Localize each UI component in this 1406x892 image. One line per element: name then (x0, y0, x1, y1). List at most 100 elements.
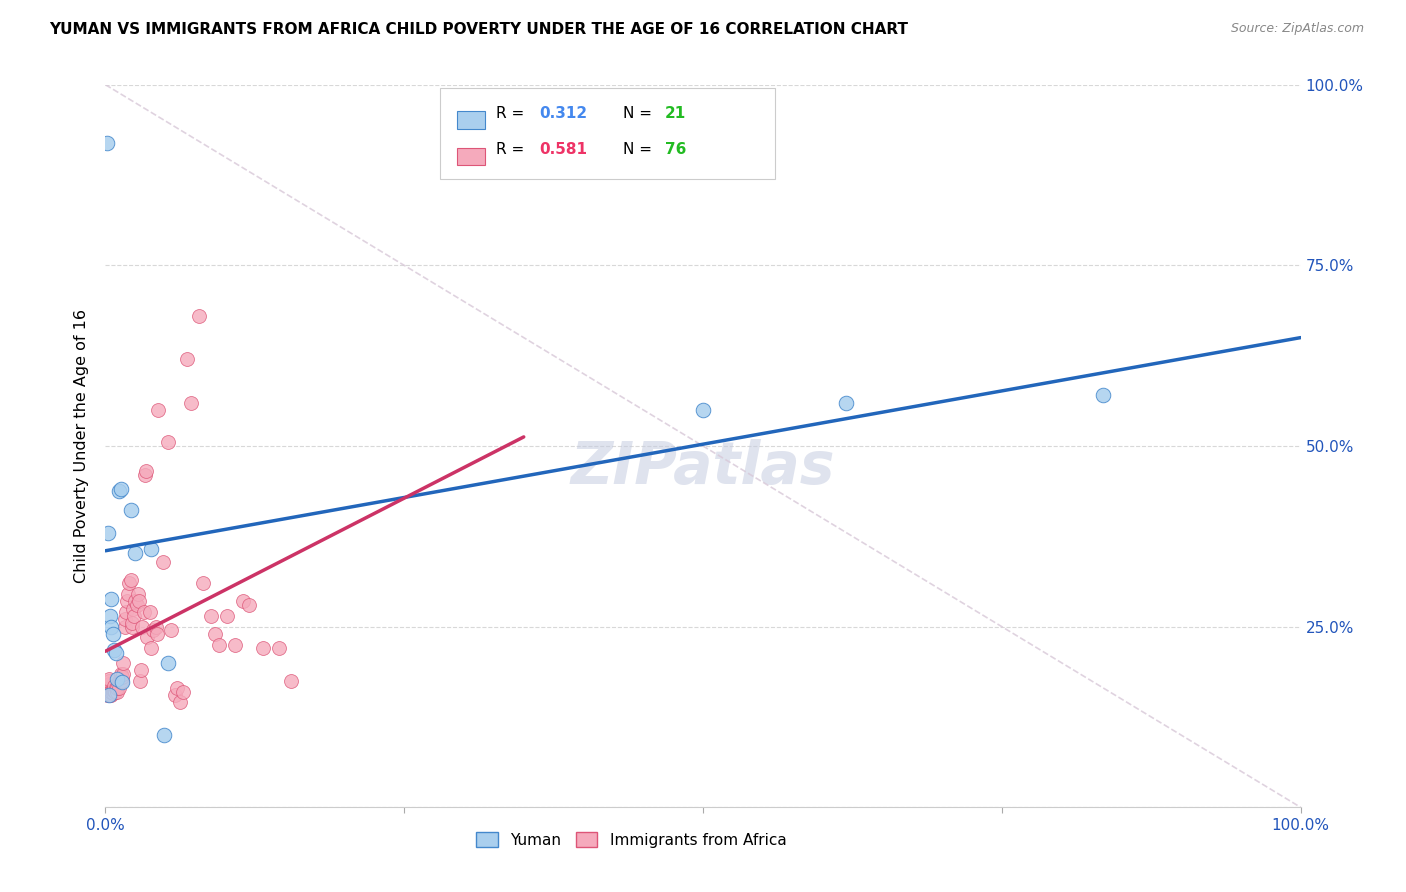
Point (138, 605, 160, 619)
Point (98, 677, 121, 691)
Text: N =: N = (623, 106, 657, 121)
Point (267, 641, 290, 656)
Point (187, 309, 209, 323)
Point (131, 619, 153, 633)
Text: 0.581: 0.581 (540, 142, 588, 157)
Point (146, 627, 169, 641)
Y-axis label: Child Poverty Under the Age of 16: Child Poverty Under the Age of 16 (75, 309, 90, 583)
Text: YUMAN VS IMMIGRANTS FROM AFRICA CHILD POVERTY UNDER THE AGE OF 16 CORRELATION CH: YUMAN VS IMMIGRANTS FROM AFRICA CHILD PO… (49, 22, 908, 37)
Point (108, 673, 131, 688)
Point (98, 673, 121, 688)
Point (238, 598, 260, 612)
Point (121, 619, 143, 633)
Point (129, 673, 152, 688)
Point (100, 619, 122, 633)
Point (200, 608, 222, 623)
Point (103, 642, 125, 657)
Point (98, 688, 121, 702)
Point (107, 483, 129, 498)
Point (107, 684, 129, 698)
Point (217, 608, 239, 623)
Point (134, 467, 156, 482)
Point (101, 683, 124, 698)
Legend: Yuman, Immigrants from Africa: Yuman, Immigrants from Africa (470, 826, 793, 854)
Point (105, 646, 128, 660)
Point (232, 594, 254, 608)
Point (110, 483, 132, 497)
Point (98, 688, 121, 702)
Point (111, 675, 134, 690)
Point (146, 403, 169, 417)
Point (124, 594, 146, 608)
Point (128, 594, 150, 608)
Point (110, 673, 132, 688)
FancyBboxPatch shape (440, 88, 775, 178)
Point (115, 594, 138, 608)
Point (121, 615, 143, 630)
Point (107, 673, 129, 688)
Text: N =: N = (623, 142, 657, 157)
Point (156, 656, 179, 670)
Point (101, 686, 124, 700)
Point (127, 587, 149, 601)
Point (110, 666, 132, 681)
Text: R =: R = (496, 142, 530, 157)
Point (96, 688, 118, 702)
Point (176, 352, 198, 367)
Point (107, 672, 129, 686)
Point (132, 605, 155, 619)
Point (160, 624, 183, 638)
Point (692, 403, 714, 417)
Point (96, 136, 118, 150)
Point (100, 688, 122, 702)
Point (1092, 388, 1115, 402)
Point (145, 619, 167, 633)
Point (142, 624, 165, 638)
Point (98, 672, 121, 686)
Point (835, 395, 858, 409)
FancyBboxPatch shape (457, 112, 485, 128)
Point (125, 598, 148, 612)
Point (208, 638, 231, 652)
Point (111, 673, 134, 688)
Point (98, 684, 121, 698)
Point (156, 435, 179, 450)
FancyBboxPatch shape (457, 147, 485, 165)
Text: 76: 76 (665, 142, 686, 157)
Text: 0.312: 0.312 (540, 106, 588, 121)
Point (180, 395, 202, 409)
Point (104, 684, 127, 698)
Point (101, 627, 124, 641)
Point (139, 641, 162, 656)
Point (107, 681, 129, 695)
Point (166, 681, 188, 695)
Point (139, 541, 162, 556)
Point (117, 587, 139, 601)
Point (122, 608, 145, 623)
Point (118, 576, 141, 591)
Point (193, 576, 215, 591)
Point (163, 688, 186, 702)
Point (103, 679, 125, 693)
Point (100, 684, 122, 698)
Point (280, 673, 302, 688)
Point (111, 670, 134, 684)
Point (224, 638, 246, 652)
Point (96, 682, 118, 697)
Point (204, 627, 226, 641)
Point (114, 605, 136, 619)
Point (129, 663, 153, 677)
Point (107, 681, 129, 695)
Point (97, 681, 120, 695)
Point (120, 573, 142, 587)
Point (105, 681, 128, 695)
Point (169, 696, 191, 710)
Point (122, 601, 145, 615)
Point (172, 684, 194, 698)
Point (100, 592, 122, 607)
Point (135, 464, 157, 478)
Point (136, 631, 159, 645)
Point (114, 612, 136, 626)
Point (112, 666, 135, 681)
Point (97, 525, 120, 540)
